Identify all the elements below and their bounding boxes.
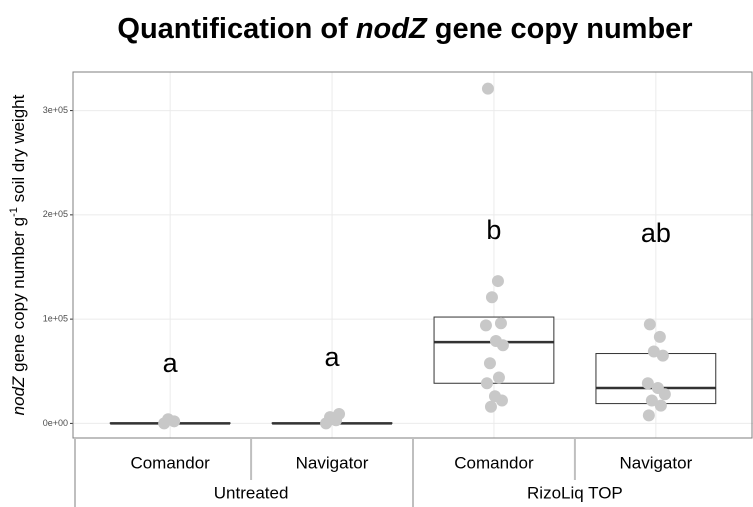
point	[654, 399, 667, 412]
point	[491, 275, 504, 288]
point	[485, 291, 498, 304]
y-label-part: gene copy number g	[9, 217, 28, 377]
point	[656, 349, 669, 362]
point	[483, 357, 496, 370]
point	[481, 82, 494, 95]
point	[492, 371, 505, 384]
title-part: gene copy number	[427, 13, 693, 45]
point	[162, 413, 175, 426]
point	[324, 411, 337, 424]
point	[653, 330, 666, 343]
y-tick-label: 3e+05	[43, 105, 68, 115]
point	[641, 377, 654, 390]
x-tick-label: Navigator	[296, 453, 369, 472]
y-tick-label: 1e+05	[43, 314, 68, 324]
y-label-part: -1	[8, 207, 20, 217]
x-tick-label: Comandor	[130, 453, 210, 472]
x-tick-label: Comandor	[454, 453, 534, 472]
annotation: ab	[641, 218, 671, 248]
point	[645, 394, 658, 407]
group-label: RizoLiq TOP	[527, 483, 623, 502]
y-tick-label: 0e+00	[43, 418, 68, 428]
point	[642, 409, 655, 422]
annotation: a	[325, 342, 341, 372]
point	[495, 394, 508, 407]
y-axis-label: nodZ gene copy number g-1 soil dry weigh…	[8, 94, 29, 415]
box	[433, 316, 555, 384]
point	[484, 400, 497, 413]
group-label: Untreated	[214, 483, 289, 502]
title-part: nodZ	[356, 13, 428, 45]
y-label-part: nodZ	[9, 376, 28, 415]
y-tick-label: 2e+05	[43, 209, 68, 219]
box	[595, 353, 717, 405]
annotation: b	[486, 215, 501, 245]
point	[643, 318, 656, 331]
point	[479, 319, 492, 332]
point	[647, 345, 660, 358]
point	[480, 377, 493, 390]
y-label-part: soil dry weight	[9, 94, 28, 207]
point	[496, 339, 509, 352]
x-tick-label: Navigator	[619, 453, 692, 472]
point	[658, 388, 671, 401]
annotation: a	[163, 348, 179, 378]
point	[494, 317, 507, 330]
chart-title: Quantification of nodZ gene copy number	[117, 13, 692, 45]
point	[333, 408, 346, 421]
title-part: Quantification of	[117, 13, 355, 45]
